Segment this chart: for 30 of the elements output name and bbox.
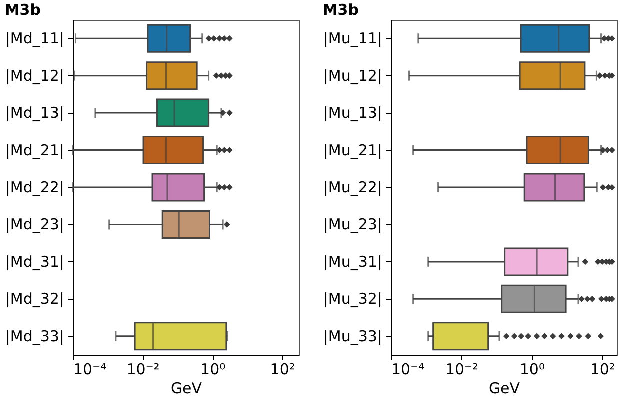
y-tick-label: |Mu_23| [323,216,382,234]
y-tick-label: |Md_22| [5,178,64,196]
x-axis-title: GeV [170,380,203,398]
chart-title: M3b [322,1,360,19]
x-axis-title: GeV [488,380,521,398]
y-tick-label: |Mu_11| [323,30,382,48]
y-tick-label: |Mu_21| [323,141,382,160]
y-tick-label: |Mu_12| [323,66,382,85]
y-tick-label: |Mu_22| [323,178,382,196]
y-tick-label: |Mu_32| [323,290,382,308]
y-tick-label: |Md_11| [5,30,64,48]
x-tick-label: 10⁻² [126,360,160,378]
y-tick-label: |Mu_33| [323,327,382,346]
y-tick-label: |Md_13| [5,104,64,122]
x-tick-label: 10² [590,360,616,378]
y-tick-label: |Md_21| [5,141,64,160]
x-tick-label: 10⁻⁴ [74,360,107,378]
x-tick-label: 10⁻² [445,360,478,378]
x-tick-label: 10⁰ [200,360,226,378]
y-tick-label: |Md_12| [5,66,64,85]
x-tick-label: 10⁰ [520,360,545,378]
y-tick-label: |Md_33| [5,327,64,346]
x-tick-label: 10² [270,360,296,378]
x-tick-label: 10⁻⁴ [392,360,425,378]
y-tick-label: |Md_32| [5,290,64,308]
y-tick-label: |Mu_31| [323,252,382,271]
chart-title: M3b [4,1,42,19]
y-tick-label: |Md_23| [5,216,64,234]
y-tick-label: |Mu_13| [323,104,382,122]
y-tick-label: |Md_31| [5,252,64,271]
